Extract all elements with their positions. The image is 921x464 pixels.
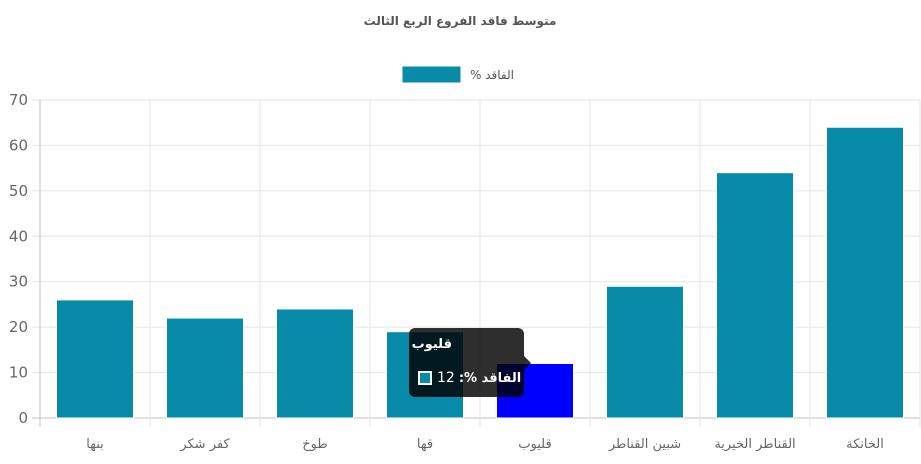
x-tick-label: شبين القناطر <box>608 437 681 452</box>
bar[interactable] <box>826 126 904 419</box>
bar[interactable] <box>166 317 244 419</box>
tooltip-title: قليوب <box>411 337 452 352</box>
y-axis-ticks: 0 10 20 30 40 50 60 70 <box>9 91 28 427</box>
y-tick-label: 20 <box>9 318 28 336</box>
bar[interactable] <box>606 285 684 419</box>
bar[interactable] <box>56 299 134 419</box>
x-tick-label: طوخ <box>302 437 327 452</box>
legend-label: الفاقد % <box>470 68 514 82</box>
legend-swatch <box>401 65 462 84</box>
bars <box>56 126 904 419</box>
bar[interactable] <box>276 308 354 419</box>
tooltip-row: 12 الفاقد %: <box>418 368 521 388</box>
tooltip-value: 12 <box>437 370 455 386</box>
tooltip-series-label: الفاقد %: <box>458 370 522 386</box>
bar[interactable] <box>716 172 794 419</box>
y-tick-label: 70 <box>9 91 28 109</box>
x-tick-label: قها <box>417 437 433 452</box>
x-tick-label: القناطر الخيرية <box>714 437 795 452</box>
y-tick-label: 60 <box>9 136 28 154</box>
x-tick-label: بنها <box>86 437 104 452</box>
tooltip: قليوب 12 الفاقد %: <box>409 328 531 397</box>
y-tick-label: 50 <box>9 182 28 200</box>
x-tick-label: الخانكة <box>846 437 884 452</box>
chart-title: متوسط فاقد الفروع الربع الثالث <box>364 14 557 29</box>
legend[interactable]: الفاقد % <box>401 65 514 84</box>
y-tick-label: 10 <box>9 364 28 382</box>
y-tick-label: 40 <box>9 227 28 245</box>
x-axis-ticks: بنها كفر شكر طوخ قها قليوب شبين القناطر القناط… <box>86 437 884 452</box>
y-tick-label: 30 <box>9 273 28 291</box>
tooltip-color-swatch <box>418 371 432 385</box>
y-tick-label: 0 <box>18 409 28 427</box>
x-tick-label: كفر شكر <box>179 437 230 452</box>
x-tick-label: قليوب <box>518 437 551 452</box>
